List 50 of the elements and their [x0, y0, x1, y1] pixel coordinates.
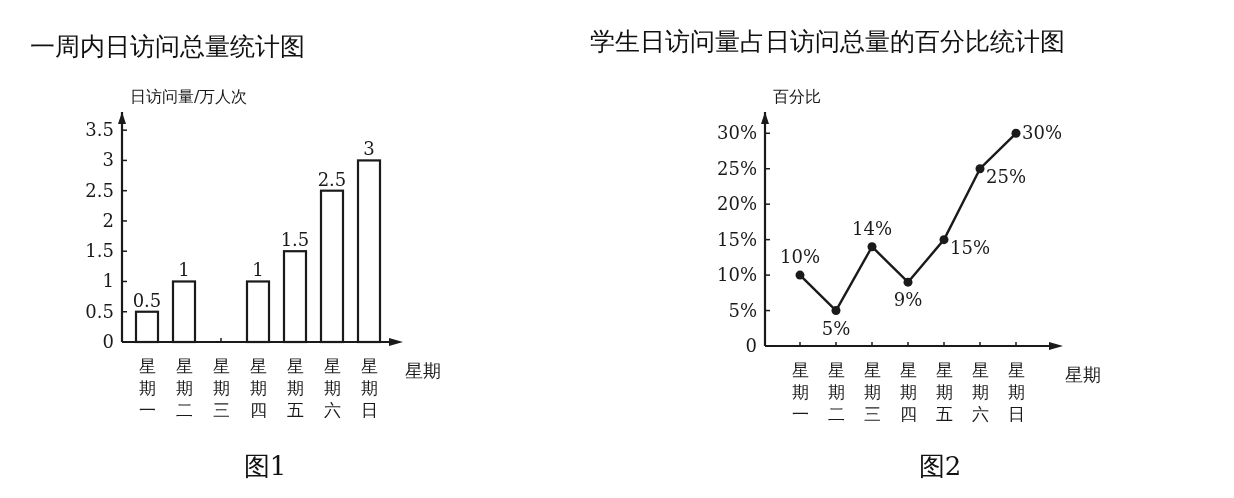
y-tick-label: 0.5: [85, 300, 114, 322]
x-tick-label: 星期五: [286, 356, 304, 420]
x-tick-label: 星期四: [899, 360, 917, 424]
x-axis-title: 星期: [1065, 364, 1101, 385]
x-tick-label: 星期四: [249, 356, 267, 420]
x-axis-title: 星期: [405, 360, 441, 381]
y-tick-label: 30%: [716, 122, 757, 144]
chart-title: 学生日访问量占日访问总量的百分比统计图: [590, 27, 1065, 56]
y-tick-label: 15%: [716, 228, 757, 250]
chart-title: 一周内日访问总量统计图: [30, 32, 305, 61]
y-tick-label: 0: [745, 335, 757, 356]
data-label: 9%: [893, 289, 923, 311]
x-tick-label: 星期日: [1007, 360, 1025, 424]
data-label: 0.5: [132, 289, 162, 311]
y-tick-label: 1: [102, 270, 114, 292]
data-label: 15%: [950, 236, 991, 258]
x-tick-label: 星期日: [360, 356, 378, 420]
x-tick-label: 星期二: [827, 360, 845, 424]
y-tick-label: 2.5: [85, 179, 114, 201]
data-label: 3: [363, 138, 375, 160]
y-tick-label: 10%: [716, 264, 757, 286]
data-label: 2.5: [317, 168, 347, 190]
data-label: 10%: [779, 246, 821, 268]
x-tick-label: 星期三: [212, 356, 230, 420]
data-label: 1.5: [280, 229, 310, 251]
y-axis-title: 百分比: [773, 87, 821, 106]
y-tick-label: 20%: [716, 193, 757, 215]
x-tick-label: 星期三: [863, 360, 881, 424]
data-label: 1: [178, 259, 190, 281]
x-tick-label: 星期五: [935, 360, 953, 424]
data-label: 1: [252, 259, 264, 281]
y-tick-label: 1.5: [85, 240, 114, 262]
caption: 图1: [243, 451, 287, 481]
x-tick-label: 星期六: [971, 360, 989, 424]
data-label: 25%: [986, 165, 1027, 187]
x-tick-label: 星期一: [791, 360, 809, 424]
y-tick-label: 2: [102, 209, 114, 231]
y-tick-label: 3.5: [85, 119, 114, 141]
data-label: 14%: [851, 217, 893, 239]
y-tick-label: 25%: [716, 157, 757, 179]
x-tick-label: 星期六: [323, 356, 341, 420]
y-tick-label: 0: [102, 331, 114, 352]
caption: 图2: [918, 451, 962, 481]
y-tick-label: 5%: [728, 299, 757, 321]
data-label: 5%: [821, 317, 851, 339]
data-label: 30%: [1022, 122, 1063, 144]
x-tick-label: 星期一: [138, 356, 156, 420]
x-tick-label: 星期二: [175, 356, 193, 420]
y-tick-label: 3: [102, 149, 114, 171]
y-axis-title: 日访问量/万人次: [130, 87, 248, 106]
